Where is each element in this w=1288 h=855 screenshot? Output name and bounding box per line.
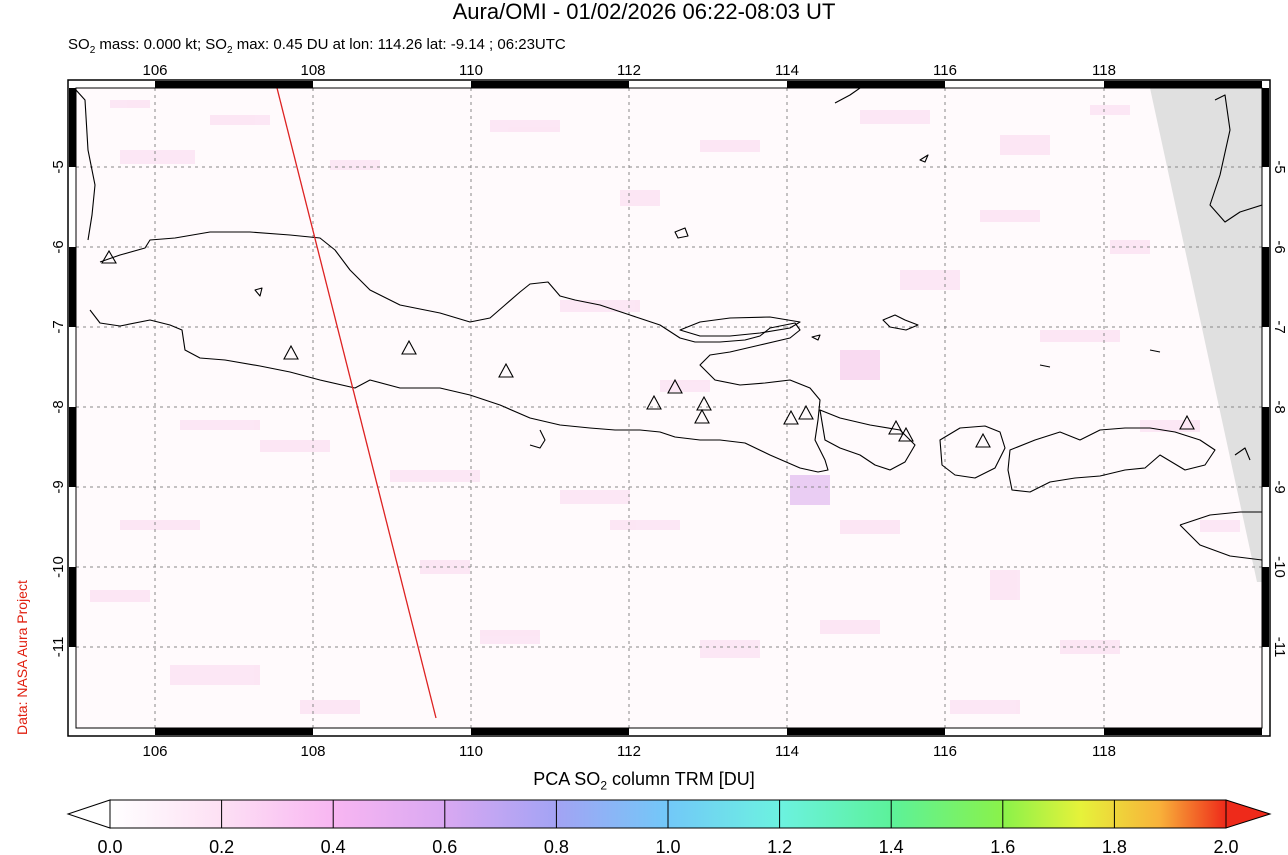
lat-labels-left: -5 -6 -7 -8 -9 -10 -11 bbox=[50, 160, 67, 657]
lon-tick-label: 106 bbox=[142, 743, 167, 760]
map-subtitle: SO2 mass: 0.000 kt; SO2 max: 0.45 DU at … bbox=[68, 36, 566, 56]
colorbar-tick-label: 2.0 bbox=[1213, 837, 1238, 855]
volcano-icon bbox=[283, 344, 299, 360]
coast-sumba bbox=[1179, 511, 1262, 526]
lat-tick-label: -9 bbox=[50, 480, 67, 493]
colorbar-high-arrow bbox=[1225, 799, 1272, 829]
map-area bbox=[76, 88, 1262, 728]
lat-tick-label: -7 bbox=[1271, 320, 1288, 333]
missing-data-area bbox=[1150, 88, 1262, 582]
lon-tick-label: 114 bbox=[775, 743, 799, 760]
lon-tick-label: 112 bbox=[617, 62, 641, 79]
lon-labels-bottom: 106 108 110 112 114 116 118 bbox=[142, 743, 1115, 760]
volcano-icon bbox=[798, 404, 814, 420]
lat-tick-label: -9 bbox=[1271, 480, 1288, 493]
volcano-icon bbox=[498, 362, 514, 378]
lon-tick-label: 106 bbox=[142, 62, 167, 79]
coastlines bbox=[76, 88, 1262, 561]
volcano-icon bbox=[975, 432, 991, 448]
colorbar-title: PCA SO2 column TRM [DU] bbox=[533, 769, 755, 793]
volcano-icon bbox=[401, 339, 417, 355]
volcano-icon bbox=[1179, 414, 1195, 430]
coast-madura bbox=[679, 316, 801, 337]
colorbar-tick-label: 1.8 bbox=[1102, 837, 1127, 855]
colorbar-low-arrow bbox=[66, 799, 111, 829]
lon-tick-label: 110 bbox=[459, 62, 483, 79]
colorbar-tick-label: 0.8 bbox=[544, 837, 569, 855]
volcano-icon bbox=[646, 394, 662, 410]
lat-tick-label: -10 bbox=[1271, 556, 1288, 578]
lat-tick-label: -5 bbox=[50, 160, 67, 173]
lat-tick-label: -11 bbox=[1271, 637, 1288, 658]
lat-tick-label: -6 bbox=[1271, 240, 1288, 253]
swath-edge-line bbox=[276, 88, 437, 719]
lon-tick-label: 114 bbox=[775, 62, 799, 79]
colorbar: 0.0 0.2 0.4 0.6 0.8 1.0 1.2 1.4 1.6 1.8 … bbox=[66, 799, 1272, 855]
lon-tick-label: 108 bbox=[300, 62, 325, 79]
graticule bbox=[76, 88, 1262, 728]
volcano-icon bbox=[101, 249, 117, 264]
lon-tick-label: 116 bbox=[933, 743, 957, 760]
colorbar-tick-label: 0.2 bbox=[209, 837, 234, 855]
lon-tick-label: 118 bbox=[1092, 743, 1116, 760]
coast-sumatra bbox=[76, 89, 96, 241]
colorbar-tick-label: 1.2 bbox=[767, 837, 792, 855]
lon-tick-label: 112 bbox=[617, 743, 641, 760]
volcano-icon bbox=[888, 419, 904, 435]
colorbar-tick-label: 0.6 bbox=[432, 837, 457, 855]
lat-tick-label: -8 bbox=[1271, 400, 1288, 413]
lat-tick-label: -7 bbox=[50, 320, 67, 333]
lon-tick-label: 108 bbox=[300, 743, 325, 760]
colorbar-tick-labels: 0.0 0.2 0.4 0.6 0.8 1.0 1.2 1.4 1.6 1.8 … bbox=[97, 837, 1238, 855]
colorbar-tick-label: 0.0 bbox=[97, 837, 122, 855]
colorbar-tick-label: 0.4 bbox=[321, 837, 346, 855]
colorbar-tick-label: 1.0 bbox=[655, 837, 680, 855]
map-title: Aura/OMI - 01/02/2026 06:22-08:03 UT bbox=[452, 0, 836, 24]
lat-tick-label: -10 bbox=[50, 556, 67, 578]
lat-tick-label: -8 bbox=[50, 400, 67, 413]
coast-sumbawa bbox=[1007, 427, 1216, 493]
lon-tick-label: 110 bbox=[459, 743, 483, 760]
lat-tick-label: -11 bbox=[50, 637, 67, 658]
coast-bali bbox=[819, 409, 916, 471]
so2-pixels bbox=[90, 100, 1250, 714]
colorbar-tick-label: 1.4 bbox=[879, 837, 904, 855]
volcano-icon bbox=[694, 408, 710, 424]
lon-tick-label: 118 bbox=[1092, 62, 1116, 79]
lon-labels-top: 106 108 110 112 114 116 118 bbox=[142, 62, 1115, 79]
coast-sulawesi bbox=[1209, 94, 1262, 223]
volcano-icon bbox=[898, 426, 914, 442]
coast-borneo bbox=[834, 88, 861, 104]
lat-labels-right: -5 -6 -7 -8 -9 -10 -11 bbox=[1271, 160, 1288, 657]
map-frame bbox=[67, 79, 1271, 737]
lat-tick-label: -6 bbox=[50, 240, 67, 253]
coast-java bbox=[89, 231, 829, 473]
volcano-icon bbox=[696, 395, 712, 411]
volcano-icon bbox=[783, 409, 799, 425]
lat-tick-label: -5 bbox=[1271, 160, 1288, 173]
volcano-icon bbox=[667, 378, 683, 394]
volcano-markers bbox=[101, 249, 1195, 448]
lon-tick-label: 116 bbox=[933, 62, 957, 79]
colorbar-tick-label: 1.6 bbox=[990, 837, 1015, 855]
coast-lombok bbox=[939, 425, 1006, 479]
